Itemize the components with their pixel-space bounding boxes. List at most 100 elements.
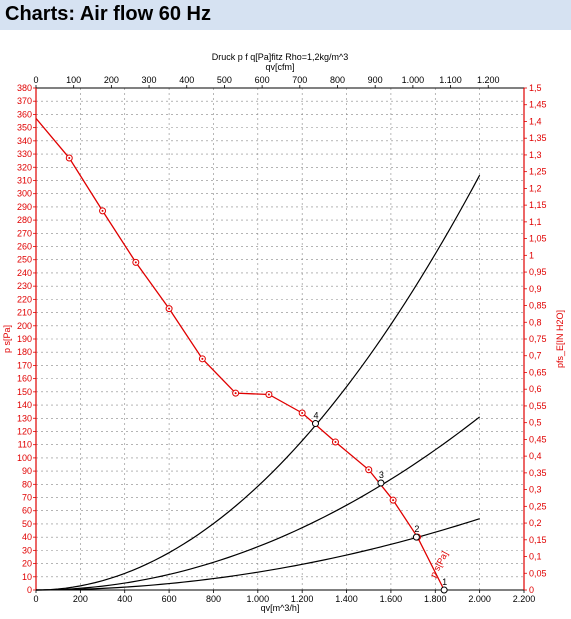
right-y-tick-label: 0,8 <box>529 317 542 327</box>
x-tick-label: 200 <box>73 594 88 604</box>
y-tick-label: 10 <box>22 572 32 582</box>
chart-subtitle: Druck p f q[Pa]fitz Rho=1,2kg/m^3 <box>212 52 349 62</box>
y-tick-label: 30 <box>22 545 32 555</box>
operating-point-3 <box>377 479 385 487</box>
y-tick-label: 270 <box>17 228 32 238</box>
x-tick-label: 0 <box>33 594 38 604</box>
x-tick-label: 1.800 <box>424 594 447 604</box>
right-y-tick-label: 1,25 <box>529 167 547 177</box>
y-tick-label: 20 <box>22 559 32 569</box>
fan-curve-point-dot <box>201 357 204 360</box>
y-tick-label: 260 <box>17 242 32 252</box>
fan-curve-point-dot <box>267 393 270 396</box>
y-tick-label: 220 <box>17 294 32 304</box>
right-y-tick-label: 0,15 <box>529 535 547 545</box>
plot-area <box>36 88 524 590</box>
operating-point-1 <box>440 586 448 594</box>
operating-point-4 <box>311 420 319 428</box>
right-y-tick-label: 1,45 <box>529 100 547 110</box>
right-y-tick-label: 0,75 <box>529 334 547 344</box>
top-x-tick-label: 100 <box>66 75 81 85</box>
right-y-tick-label: 0,2 <box>529 518 542 528</box>
y-tick-label: 210 <box>17 308 32 318</box>
fan-curve-point-dot <box>334 441 337 444</box>
right-y-tick-label: 0,55 <box>529 401 547 411</box>
y-tick-label: 230 <box>17 281 32 291</box>
right-y-tick-label: 0,95 <box>529 267 547 277</box>
x-tick-label: 1.400 <box>335 594 358 604</box>
right-y-tick-label: 0,85 <box>529 301 547 311</box>
y-tick-label: 130 <box>17 413 32 423</box>
x-tick-label: 1.200 <box>291 594 314 604</box>
fan-curve-point-dot <box>392 499 395 502</box>
y-tick-label: 370 <box>17 96 32 106</box>
top-x-axis-title: qv[cfm] <box>265 62 294 72</box>
right-y-tick-label: 1,1 <box>529 217 542 227</box>
right-y-tick-label: 0 <box>529 585 534 595</box>
y-tick-label: 340 <box>17 136 32 146</box>
top-x-tick-label: 1.100 <box>439 75 462 85</box>
top-x-tick-label: 0 <box>33 75 38 85</box>
y-tick-label: 280 <box>17 215 32 225</box>
right-y-tick-label: 1,4 <box>529 116 542 126</box>
right-y-axis-title: pfs_E[IN H2O] <box>555 310 565 368</box>
operating-point-label: 1 <box>442 577 447 587</box>
system-curve-4 <box>35 174 481 591</box>
operating-point-2 <box>412 533 420 541</box>
page-title: Charts: Air flow 60 Hz <box>5 3 211 25</box>
fan-curve-point-dot <box>367 468 370 471</box>
right-y-tick-label: 1,15 <box>529 200 547 210</box>
y-tick-label: 80 <box>22 479 32 489</box>
right-y-tick-label: 0,9 <box>529 284 542 294</box>
y-tick-label: 90 <box>22 466 32 476</box>
top-x-tick-label: 1.200 <box>477 75 500 85</box>
y-tick-label: 0 <box>27 585 32 595</box>
top-x-tick-label: 700 <box>292 75 307 85</box>
operating-point-label: 3 <box>379 470 384 480</box>
x-tick-label: 400 <box>117 594 132 604</box>
y-tick-label: 350 <box>17 123 32 133</box>
y-tick-label: 150 <box>17 387 32 397</box>
right-y-tick-label: 0,05 <box>529 568 547 578</box>
right-y-tick-label: 0,35 <box>529 468 547 478</box>
top-x-tick-label: 900 <box>368 75 383 85</box>
right-y-tick-label: 0,1 <box>529 552 542 562</box>
right-y-tick-label: 1,05 <box>529 234 547 244</box>
y-tick-label: 360 <box>17 109 32 119</box>
fan-curve-point-dot <box>234 392 237 395</box>
y-tick-label: 120 <box>17 426 32 436</box>
x-tick-label: 1.600 <box>380 594 403 604</box>
y-tick-label: 320 <box>17 162 32 172</box>
y-tick-label: 300 <box>17 189 32 199</box>
y-tick-label: 50 <box>22 519 32 529</box>
system-curve-3 <box>35 416 481 591</box>
right-y-tick-label: 0,65 <box>529 367 547 377</box>
fan-curve-point-dot <box>134 261 137 264</box>
right-y-tick-label: 1,35 <box>529 133 547 143</box>
y-tick-label: 330 <box>17 149 32 159</box>
title-bar: Charts: Air flow 60 Hz <box>0 0 571 30</box>
right-y-tick-label: 0,3 <box>529 485 542 495</box>
fan-curve-line <box>35 117 445 591</box>
y-tick-label: 180 <box>17 347 32 357</box>
right-y-tick-label: 1,2 <box>529 183 542 193</box>
top-x-tick-label: 300 <box>142 75 157 85</box>
fan-curve-point-dot <box>301 411 304 414</box>
y-tick-label: 250 <box>17 255 32 265</box>
y-tick-label: 110 <box>18 440 32 450</box>
right-y-tick-label: 0,6 <box>529 384 542 394</box>
x-tick-label: 2.000 <box>468 594 491 604</box>
y-tick-label: 190 <box>17 334 32 344</box>
top-x-tick-label: 200 <box>104 75 119 85</box>
y-tick-label: 200 <box>17 321 32 331</box>
y-tick-label: 40 <box>22 532 32 542</box>
x-tick-label: 800 <box>206 594 221 604</box>
y-axis-title: p s[Pa] <box>2 325 12 353</box>
right-y-tick-label: 1,5 <box>529 83 542 93</box>
y-tick-label: 70 <box>22 493 32 503</box>
right-y-tick-label: 0,7 <box>529 351 542 361</box>
y-tick-label: 140 <box>17 400 32 410</box>
top-x-tick-label: 500 <box>217 75 232 85</box>
y-tick-label: 310 <box>17 175 32 185</box>
